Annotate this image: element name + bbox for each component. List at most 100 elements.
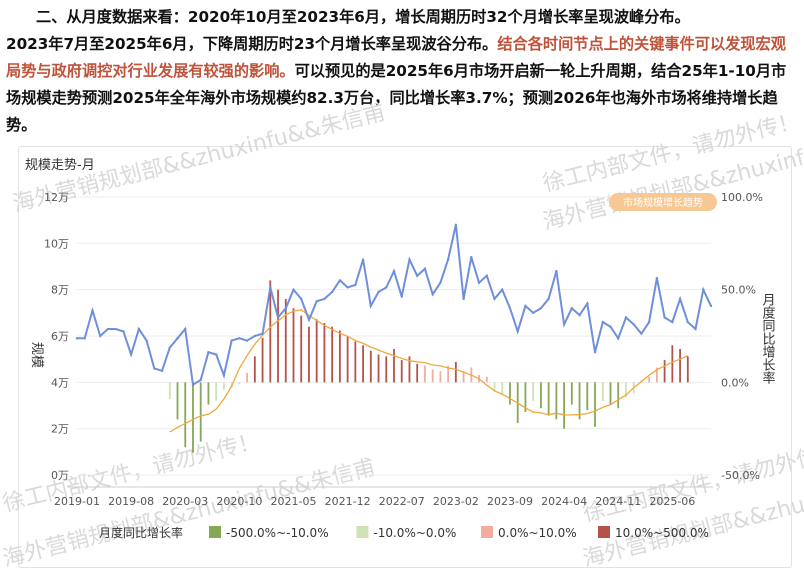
- y-right-ticks: -50.0% 0.0% 50.0% 100.0%: [721, 191, 763, 482]
- yoy-bar: [625, 382, 627, 398]
- x-tick-label: 2019-01: [54, 495, 100, 508]
- scale-point: [292, 288, 295, 291]
- scale-point: [609, 325, 612, 328]
- yoy-bar: [671, 345, 674, 383]
- scale-point: [624, 316, 628, 319]
- scale-point: [145, 339, 148, 342]
- scale-point: [385, 286, 388, 289]
- scale-point: [129, 353, 133, 356]
- yoy-bar: [369, 350, 372, 383]
- scale-point: [207, 351, 210, 354]
- x-tick-label: 2021-12: [325, 495, 371, 508]
- yoy-bar: [284, 298, 287, 383]
- x-tick-label: 2023-02: [433, 495, 479, 508]
- legend-item-label: -500.0%~-10.0%: [226, 526, 329, 540]
- yoy-bar: [563, 382, 565, 429]
- x-tick-label: 2019-08: [108, 495, 154, 508]
- yoy-bar: [416, 363, 419, 383]
- x-tick-label: 2021-05: [271, 495, 317, 508]
- yoy-bar: [385, 356, 388, 383]
- scale-point: [222, 374, 226, 377]
- scale-point: [578, 313, 581, 317]
- scale-point: [694, 327, 697, 331]
- scale-point: [501, 288, 504, 291]
- scale-point: [531, 311, 535, 315]
- yoy-bar: [454, 361, 457, 383]
- scale-point: [462, 297, 465, 301]
- yoy-bar: [601, 382, 604, 401]
- yoy-bar: [617, 382, 620, 409]
- yoy-bar: [439, 371, 442, 383]
- yoy-bar: [609, 382, 612, 405]
- y-left-tick-label: 12万: [44, 191, 69, 204]
- scale-point: [369, 304, 373, 308]
- scale-point: [423, 267, 427, 271]
- trend-curve: [169, 309, 689, 433]
- legend: 月度同比增长率 -500.0%~-10.0% -10.0%~0.0% 0.0%~10…: [99, 525, 709, 540]
- scale-point: [431, 293, 434, 296]
- yoy-bar: [485, 376, 488, 383]
- yoy-bar: [540, 382, 542, 409]
- yoy-bar: [509, 382, 511, 405]
- summary-paragraph: 二、从月度数据来看：2020年10月至2023年6月，增长周期历时32个月增长率…: [6, 4, 798, 139]
- scale-point: [686, 320, 690, 324]
- scale-point: [330, 290, 334, 294]
- scale-point: [477, 281, 481, 284]
- y-left-tick-label: 4万: [51, 376, 69, 389]
- yoy-bar: [315, 319, 318, 383]
- scale-point: [346, 286, 349, 289]
- scale-point: [230, 339, 233, 342]
- yoy-bar: [424, 365, 426, 383]
- scale-point: [547, 297, 550, 301]
- scale-point: [361, 258, 365, 261]
- scale-point: [160, 369, 164, 372]
- yoy-bar: [501, 382, 504, 396]
- scale-point: [184, 327, 187, 331]
- yoy-bar: [679, 348, 681, 383]
- scale-point: [253, 334, 257, 338]
- summary-highlight: 结合各时间节点上的关键事件可以发现宏观局势与政府调控对行业发展有较强的影响。: [6, 35, 786, 80]
- y-right-label: 月度同比增长率: [760, 293, 776, 384]
- yoy-bar: [184, 382, 187, 448]
- chart-card: 徐工内部文件，请勿外传！ 海外营销规划部&&zhuxinfu&&朱信甫 海外营销…: [0, 100, 804, 572]
- scale-point: [647, 320, 651, 324]
- summary-line-2a: 2023年7月至2025年6月，下降周期历时23个月增长率呈现波谷分布。: [6, 35, 498, 53]
- yoy-bar: [292, 308, 295, 383]
- scale-point: [709, 304, 713, 308]
- yoy-bar: [192, 382, 194, 453]
- scale-point: [539, 307, 543, 310]
- scale-point: [114, 327, 117, 331]
- scale-point: [655, 276, 659, 280]
- yoy-bar: [686, 356, 689, 383]
- scale-point: [98, 334, 102, 338]
- scale-point: [470, 256, 473, 259]
- scale-point: [555, 269, 558, 273]
- yoy-bar: [207, 382, 210, 405]
- yoy-bar: [308, 326, 310, 383]
- scale-point: [153, 367, 156, 370]
- yoy-bar: [663, 360, 666, 383]
- scale-point: [663, 316, 666, 319]
- yoy-bars: [168, 280, 689, 453]
- yoy-bar: [524, 382, 527, 412]
- y-left-tick-label: 10万: [44, 237, 69, 250]
- scale-point: [408, 258, 411, 261]
- yoy-bar: [323, 323, 326, 383]
- yoy-bar: [547, 382, 550, 416]
- chart-title: 规模走势-月: [25, 157, 95, 173]
- scale-point: [524, 304, 527, 308]
- yoy-bar: [377, 354, 380, 383]
- x-tick-label: 2024-11: [595, 495, 641, 508]
- trend-badge-bg: [609, 193, 717, 211]
- yoy-bar: [253, 356, 256, 383]
- yoy-bar: [223, 382, 225, 390]
- yoy-bar: [338, 330, 341, 383]
- yoy-bar: [362, 345, 364, 383]
- scale-point: [106, 327, 110, 331]
- scale-point: [640, 332, 643, 335]
- scale-point: [570, 307, 574, 310]
- scale-point: [75, 337, 79, 340]
- legend-item-label: 0.0%~10.0%: [498, 526, 577, 540]
- scale-point: [415, 274, 419, 277]
- scale-point: [678, 297, 682, 301]
